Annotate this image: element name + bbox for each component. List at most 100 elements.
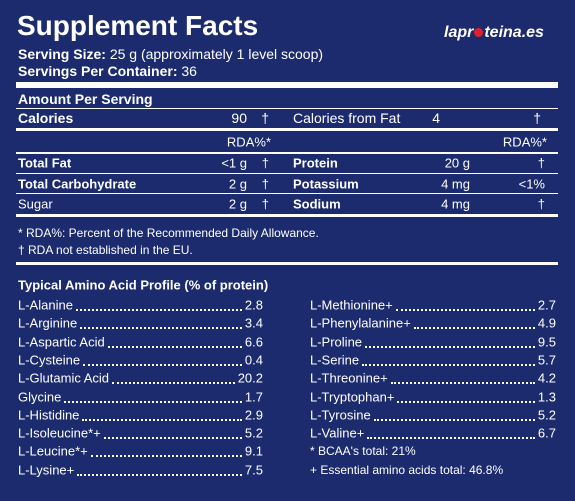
dot-leader (365, 345, 535, 348)
rule (16, 214, 558, 217)
logo: lapr teina.es (444, 25, 544, 41)
amino-value: 9.1 (244, 443, 263, 459)
dot-leader (91, 455, 242, 458)
amino-name: L-Valine+ (310, 425, 365, 441)
amino-value: 6.7 (537, 425, 556, 441)
rule (16, 128, 558, 131)
amino-value: 5.2 (537, 407, 556, 423)
nutrient-name: Sodium (293, 196, 341, 212)
nutrient-name: Total Fat (18, 155, 72, 171)
dot-leader (82, 418, 242, 421)
dot-leader (362, 363, 535, 366)
serving-size-value: 25 g (approximately 1 level scoop) (109, 46, 324, 62)
nutrient-value: 4 mg (441, 196, 470, 212)
amino-name: L-Tyrosine (310, 407, 371, 423)
rule (16, 82, 558, 88)
rda-value: † (261, 155, 269, 171)
amino-value: 2.7 (537, 297, 556, 313)
nutrient-name: Protein (293, 155, 338, 171)
servings-value: 36 (181, 63, 197, 79)
rda-value: † (261, 110, 269, 126)
nutrient-name: Calories from Fat (293, 110, 401, 126)
amino-value: 0.4 (244, 352, 263, 368)
dot-leader (108, 345, 242, 348)
rule (16, 108, 558, 109)
nutrient-name: Calories (18, 110, 74, 126)
nutrient-value: 2 g (228, 176, 247, 192)
amino-note: + Essential amino acids total: 46.8% (310, 462, 504, 477)
rda-value: † (537, 155, 545, 171)
amino-name: L-Proline (310, 334, 363, 350)
amount-per-serving: Amount Per Serving (18, 91, 153, 107)
amino-name: L-Arginine (18, 315, 78, 331)
amino-name: L-Methionine+ (310, 297, 393, 313)
amino-name: L-Isoleucine*+ (18, 425, 101, 441)
dot-leader (112, 382, 235, 385)
amino-title: Typical Amino Acid Profile (% of protein… (18, 277, 269, 293)
amino-name: L-Phenylalanine+ (310, 315, 411, 331)
amino-value: 9.5 (537, 334, 556, 350)
amino-value: 4.9 (537, 315, 556, 331)
dot-leader (396, 309, 535, 311)
rda-value: † (537, 196, 545, 212)
servings: Servings Per Container: 36 (18, 64, 197, 78)
amino-name: L-Threonine+ (310, 370, 388, 386)
nutrient-value: <1 g (221, 155, 247, 171)
amino-value: 6.6 (244, 334, 263, 350)
nutrient-value: 4 (432, 110, 440, 126)
dot-leader (83, 363, 242, 366)
dot-leader (76, 309, 242, 311)
amino-value: 1.3 (537, 389, 556, 404)
rule (16, 173, 558, 174)
rda-header: RDA%* (502, 134, 547, 150)
amino-value: 5.7 (537, 352, 556, 368)
amino-value: 2.9 (244, 407, 263, 423)
logo-right: teina.es (484, 24, 544, 41)
amino-note: * BCAA's total: 21% (310, 444, 416, 459)
amino-name: L-Alanine (18, 297, 73, 313)
amino-value: 2.8 (244, 297, 263, 313)
amino-name: Glycine (18, 389, 62, 404)
dot-leader (374, 418, 535, 421)
title: Supplement Facts (17, 10, 259, 41)
rule (16, 152, 558, 154)
servings-label: Servings Per Container: (18, 63, 178, 79)
serving-size-label: Serving Size: (18, 46, 106, 62)
rda-value: † (261, 176, 269, 192)
nutrient-value: 2 g (228, 196, 247, 212)
amino-value: 1.7 (244, 389, 263, 404)
serving-size: Serving Size: 25 g (approximately 1 leve… (18, 47, 323, 61)
dot-leader (414, 327, 535, 330)
dot-leader (80, 327, 242, 330)
dot-leader (77, 473, 242, 476)
amino-value: 7.5 (244, 462, 263, 478)
nutrient-value: 4 mg (441, 176, 470, 192)
amino-name: L-Serine (310, 352, 360, 368)
amino-name: L-Cysteine (18, 352, 81, 368)
amino-name: L-Glutamic Acid (18, 370, 110, 386)
amino-value: 5.2 (244, 425, 263, 441)
dot-leader (367, 437, 535, 440)
nutrient-name: Total Carbohydrate (18, 176, 137, 192)
rda-value: † (533, 110, 541, 126)
dot-leader (397, 400, 535, 403)
amino-name: L-Aspartic Acid (18, 334, 105, 350)
nutrient-value: 20 g (444, 155, 470, 171)
dot-leader (391, 382, 535, 385)
logo-dot (474, 28, 484, 37)
rule (16, 262, 558, 265)
footnote: * RDA%: Percent of the Recommended Daily… (18, 226, 319, 240)
amino-name: L-Histidine (18, 407, 80, 423)
nutrient-name: Sugar (18, 196, 53, 212)
dot-leader (104, 437, 242, 440)
rda-value: † (261, 196, 269, 212)
amino-value: 4.2 (537, 370, 556, 386)
rda-header: RDA%* (226, 134, 271, 150)
rda-value: <1% (518, 176, 545, 192)
nutrient-value: 90 (231, 110, 247, 126)
amino-name: L-Lysine+ (18, 462, 75, 478)
amino-value: 20.2 (237, 370, 263, 386)
rule (16, 193, 558, 194)
amino-value: 3.4 (244, 315, 263, 331)
